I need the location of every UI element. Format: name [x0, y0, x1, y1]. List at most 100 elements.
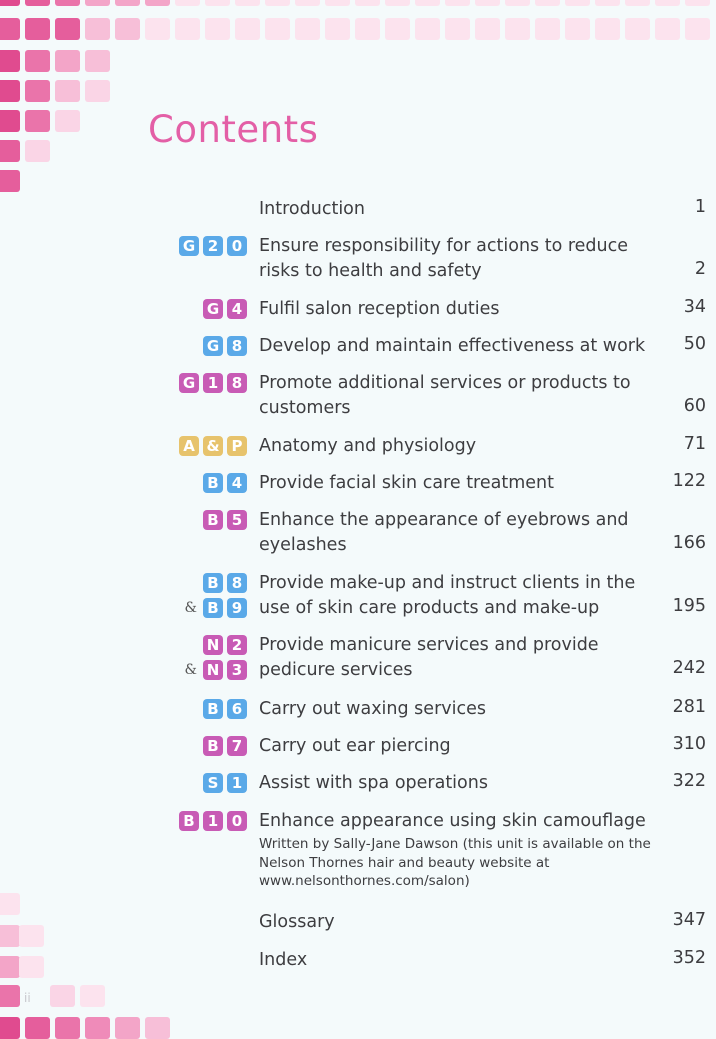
decorative-square — [475, 0, 500, 6]
toc-page-number: 34 — [683, 297, 706, 317]
decorative-square — [50, 985, 75, 1007]
decorative-square — [0, 925, 20, 947]
decorative-square — [235, 0, 260, 6]
toc-page-number: 352 — [672, 948, 706, 968]
unit-code-letter: 9 — [227, 598, 247, 618]
unit-code-letter: N — [203, 660, 223, 680]
unit-code-letter: B — [203, 473, 223, 493]
toc-page-number: 322 — [672, 771, 706, 791]
decorative-square — [145, 18, 170, 40]
unit-code-letter: 3 — [227, 660, 247, 680]
unit-code-badges: & N 3 — [185, 660, 247, 680]
decorative-square — [25, 140, 50, 162]
toc-entry-title-text: Glossary — [259, 912, 335, 932]
decorative-square — [145, 0, 170, 6]
decorative-square — [85, 80, 110, 102]
decorative-square — [625, 0, 650, 6]
toc-page-number: 50 — [683, 334, 706, 354]
decorative-square — [235, 18, 260, 40]
unit-code-letter: G — [203, 299, 223, 319]
toc-entry-title: Provide facial skin care treatment — [259, 471, 654, 496]
toc-entry-title-text: Carry out ear piercing — [259, 736, 451, 756]
decorative-square — [25, 0, 50, 6]
toc-entry-title-text: Index — [259, 950, 308, 970]
decorative-square — [655, 18, 680, 40]
unit-code-letter: 1 — [203, 811, 223, 831]
unit-code-letter: S — [203, 773, 223, 793]
toc-entry-title-text: Introduction — [259, 199, 365, 219]
unit-code-letter: 5 — [227, 510, 247, 530]
toc-page-number: 310 — [672, 734, 706, 754]
toc-page-number: 60 — [683, 396, 706, 416]
unit-code-badges: A & P — [179, 436, 247, 456]
unit-code-letter: 4 — [227, 299, 247, 319]
toc-entry-title-text: Provide make-up and instruct clients in … — [259, 573, 636, 618]
decorative-square — [445, 0, 470, 6]
decorative-square — [0, 80, 20, 102]
toc-entry-title: Enhance the appearance of eyebrows and e… — [259, 508, 654, 558]
decorative-square — [475, 18, 500, 40]
decorative-square — [205, 0, 230, 6]
unit-code-letter: G — [203, 336, 223, 356]
decorative-square — [19, 956, 44, 978]
decorative-square — [0, 170, 20, 192]
decorative-square — [85, 0, 110, 6]
toc-entry-title-text: Develop and maintain effectiveness at wo… — [259, 336, 646, 356]
toc-entry-title: Carry out ear piercing — [259, 734, 654, 759]
decorative-square — [625, 18, 650, 40]
unit-code-letter: 2 — [203, 236, 223, 256]
decorative-square — [505, 0, 530, 6]
toc-entry-subtitle: Written by Sally-Jane Dawson (this unit … — [259, 836, 651, 889]
decorative-square — [655, 0, 680, 6]
unit-code-letter: G — [179, 373, 199, 393]
toc-page-number: 195 — [672, 596, 706, 616]
decorative-square — [115, 0, 140, 6]
toc-page-number: 122 — [672, 471, 706, 491]
decorative-square — [85, 1017, 110, 1039]
decorative-square — [385, 0, 410, 6]
toc-entry-title-text: Ensure responsibility for actions to red… — [259, 236, 629, 281]
decorative-square — [85, 50, 110, 72]
unit-code-letter: 1 — [227, 773, 247, 793]
unit-code-letter: & — [203, 436, 223, 456]
toc-page-number: 1 — [694, 197, 706, 217]
toc-entry-title: Carry out waxing services — [259, 697, 654, 722]
unit-code-letter: 6 — [227, 699, 247, 719]
unit-code-letter: B — [203, 699, 223, 719]
decorative-square — [565, 18, 590, 40]
decorative-square — [0, 1017, 20, 1039]
unit-code-letter: 8 — [227, 373, 247, 393]
toc-entry-title-text: Enhance appearance using skin camouflage — [259, 811, 646, 831]
decorative-square — [55, 1017, 80, 1039]
decorative-square — [565, 0, 590, 6]
toc-entry-title: Anatomy and physiology — [259, 434, 654, 459]
unit-code-letter: 8 — [227, 573, 247, 593]
decorative-square — [295, 18, 320, 40]
unit-code-letter: B — [203, 736, 223, 756]
toc-entry-title: Index — [259, 948, 654, 973]
unit-code-letter: P — [227, 436, 247, 456]
toc-page-number: 71 — [683, 434, 706, 454]
ampersand: & — [184, 662, 197, 678]
decorative-square — [55, 18, 80, 40]
decorative-square — [55, 110, 80, 132]
toc-page-number: 281 — [672, 697, 706, 717]
toc-entry-title-text: Assist with spa operations — [259, 773, 488, 793]
page-number: ii — [24, 991, 31, 1005]
toc-page-number: 166 — [672, 533, 706, 553]
toc-entry-title: Promote additional services or products … — [259, 371, 654, 421]
decorative-square — [205, 18, 230, 40]
toc-entry-title-text: Provide facial skin care treatment — [259, 473, 554, 493]
unit-code-letter: B — [203, 573, 223, 593]
decorative-square — [445, 18, 470, 40]
decorative-square — [325, 18, 350, 40]
toc-entry-title-text: Fulfil salon reception duties — [259, 299, 500, 319]
toc-entry-title-text: Anatomy and physiology — [259, 436, 477, 456]
